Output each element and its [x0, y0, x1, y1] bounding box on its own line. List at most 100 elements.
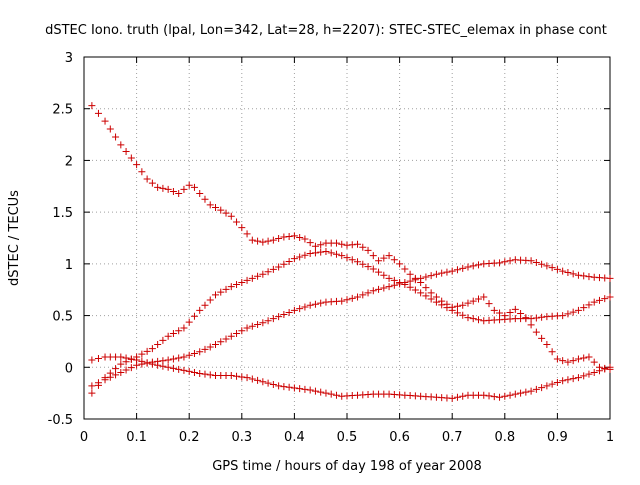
data-point — [185, 367, 193, 375]
data-point — [133, 353, 141, 361]
data-point — [311, 387, 319, 395]
data-point — [559, 312, 567, 320]
data-point — [259, 319, 267, 327]
y-tick-label: 2.5 — [52, 103, 73, 118]
data-point — [601, 295, 609, 303]
data-point — [311, 242, 319, 250]
data-point — [411, 286, 419, 294]
data-point — [585, 301, 593, 309]
data-point — [296, 305, 304, 313]
data-point — [385, 274, 393, 282]
data-point — [580, 354, 588, 362]
data-point — [432, 298, 440, 306]
data-point — [227, 283, 235, 291]
data-point — [396, 260, 404, 268]
y-axis-label: dSTEC / TECUs — [7, 190, 22, 286]
data-point — [122, 358, 130, 366]
series-sat-D — [88, 247, 614, 397]
data-point — [348, 294, 356, 302]
data-point — [159, 357, 167, 365]
data-point — [264, 379, 272, 387]
data-point — [164, 356, 172, 364]
data-point — [206, 296, 214, 304]
data-point — [133, 161, 141, 169]
data-point — [301, 251, 309, 259]
data-point — [569, 357, 577, 365]
data-point — [359, 243, 367, 251]
data-point — [217, 206, 225, 214]
data-point — [564, 310, 572, 318]
data-point — [254, 272, 262, 280]
x-tick-label: 0.7 — [442, 430, 463, 445]
data-point — [185, 351, 193, 359]
data-point — [227, 212, 235, 220]
data-point — [169, 187, 177, 195]
data-point — [238, 327, 246, 335]
data-point — [338, 297, 346, 305]
data-point — [406, 283, 414, 291]
data-point — [127, 364, 135, 372]
data-point — [122, 366, 130, 374]
data-point — [543, 382, 551, 390]
data-point — [448, 306, 456, 314]
data-point — [227, 332, 235, 340]
data-point — [106, 369, 114, 377]
data-point — [464, 314, 472, 322]
data-point — [285, 308, 293, 316]
data-point — [275, 313, 283, 321]
data-point — [196, 369, 204, 377]
data-point — [443, 304, 451, 312]
data-point — [322, 389, 330, 397]
data-point — [553, 378, 561, 386]
data-point — [301, 385, 309, 393]
data-point — [327, 249, 335, 257]
data-point — [422, 284, 430, 292]
data-point — [580, 372, 588, 380]
data-point — [212, 341, 219, 349]
data-point — [501, 392, 509, 400]
data-point — [117, 368, 125, 376]
data-point — [248, 322, 256, 330]
data-point — [574, 271, 582, 279]
data-point — [590, 358, 598, 366]
x-tick-label: 0.5 — [337, 430, 358, 445]
data-point — [285, 232, 293, 240]
data-point — [406, 277, 414, 285]
data-point — [380, 284, 388, 292]
data-point — [88, 356, 96, 364]
data-point — [364, 246, 372, 254]
data-point — [417, 289, 425, 297]
data-point — [543, 262, 551, 270]
x-tick-label: 0.3 — [231, 430, 252, 445]
data-point — [538, 260, 546, 268]
data-point — [217, 338, 225, 346]
data-point — [254, 237, 262, 245]
data-point — [148, 179, 156, 187]
data-point — [201, 301, 209, 309]
data-point — [243, 374, 251, 382]
data-point — [196, 348, 204, 356]
data-point — [306, 250, 314, 258]
y-tick-label: 1.5 — [52, 206, 73, 221]
data-point — [117, 353, 125, 361]
data-point — [243, 324, 251, 332]
data-point — [569, 375, 577, 383]
data-point — [464, 299, 472, 307]
data-point — [332, 250, 340, 258]
data-point — [94, 354, 102, 362]
data-point — [475, 295, 482, 303]
data-point — [359, 291, 367, 299]
data-point — [238, 224, 246, 232]
data-point — [332, 391, 340, 399]
x-tick-label: 0.1 — [126, 430, 147, 445]
data-point — [338, 240, 346, 248]
data-point — [369, 252, 377, 260]
data-point — [485, 392, 493, 400]
data-point — [164, 332, 172, 340]
data-point — [280, 233, 288, 241]
data-point — [196, 190, 204, 198]
data-point — [112, 371, 120, 379]
data-point — [254, 321, 262, 329]
data-point — [375, 285, 383, 293]
